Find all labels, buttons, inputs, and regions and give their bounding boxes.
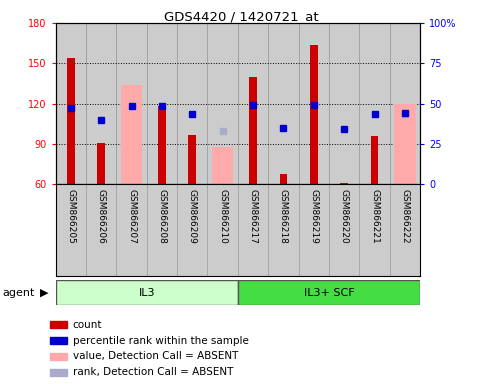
Bar bbox=[212, 147, 233, 184]
Bar bbox=[188, 135, 196, 184]
Bar bbox=[310, 45, 318, 184]
Bar bbox=[50, 369, 67, 376]
Bar bbox=[268, 23, 298, 184]
Text: agent: agent bbox=[2, 288, 35, 298]
Bar bbox=[238, 23, 268, 184]
Text: GSM866208: GSM866208 bbox=[157, 189, 167, 244]
Bar bbox=[147, 23, 177, 184]
Text: rank, Detection Call = ABSENT: rank, Detection Call = ABSENT bbox=[73, 367, 233, 377]
Text: IL3: IL3 bbox=[139, 288, 155, 298]
Bar bbox=[395, 104, 416, 184]
Text: GSM866205: GSM866205 bbox=[66, 189, 75, 244]
Bar bbox=[50, 353, 67, 360]
Text: GSM866219: GSM866219 bbox=[309, 189, 318, 244]
Bar bbox=[56, 280, 238, 305]
Bar bbox=[50, 321, 67, 328]
Text: percentile rank within the sample: percentile rank within the sample bbox=[73, 336, 249, 346]
Text: value, Detection Call = ABSENT: value, Detection Call = ABSENT bbox=[73, 351, 238, 361]
Bar bbox=[121, 85, 142, 184]
Bar bbox=[50, 337, 67, 344]
Text: IL3+ SCF: IL3+ SCF bbox=[304, 288, 355, 298]
Text: GSM866217: GSM866217 bbox=[249, 189, 257, 244]
Bar bbox=[390, 23, 420, 184]
Text: GSM866222: GSM866222 bbox=[400, 189, 410, 243]
Bar bbox=[98, 143, 105, 184]
Bar bbox=[56, 23, 86, 184]
Bar bbox=[158, 106, 166, 184]
Bar bbox=[238, 280, 420, 305]
Text: GSM866218: GSM866218 bbox=[279, 189, 288, 244]
Bar bbox=[359, 23, 390, 184]
Text: GSM866209: GSM866209 bbox=[188, 189, 197, 244]
Text: count: count bbox=[73, 320, 102, 330]
Text: GDS4420 / 1420721_at: GDS4420 / 1420721_at bbox=[164, 10, 319, 23]
Bar bbox=[341, 183, 348, 184]
Text: GSM866220: GSM866220 bbox=[340, 189, 349, 244]
Bar bbox=[86, 23, 116, 184]
Bar bbox=[298, 23, 329, 184]
Bar bbox=[329, 23, 359, 184]
Bar bbox=[208, 23, 238, 184]
Bar bbox=[371, 136, 378, 184]
Bar bbox=[116, 23, 147, 184]
Text: GSM866206: GSM866206 bbox=[97, 189, 106, 244]
Text: GSM866210: GSM866210 bbox=[218, 189, 227, 244]
Text: GSM866207: GSM866207 bbox=[127, 189, 136, 244]
Bar bbox=[177, 23, 208, 184]
Bar bbox=[249, 77, 257, 184]
Text: GSM866221: GSM866221 bbox=[370, 189, 379, 244]
Bar bbox=[67, 58, 74, 184]
Text: ▶: ▶ bbox=[40, 288, 48, 298]
Bar bbox=[280, 174, 287, 184]
